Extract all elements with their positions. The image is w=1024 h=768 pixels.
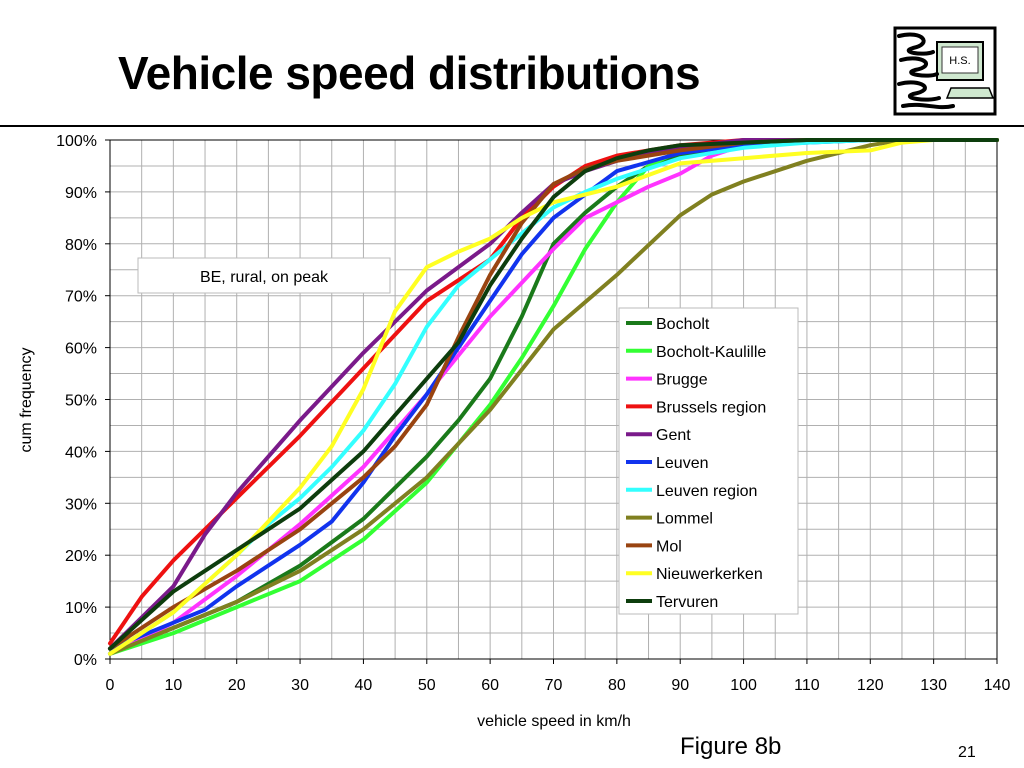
slide-title: Vehicle speed distributions [118, 47, 701, 99]
x-tick-label: 70 [545, 677, 563, 694]
grid [110, 140, 997, 659]
x-tick-label: 90 [671, 677, 689, 694]
legend-label-brugge: Brugge [656, 372, 708, 389]
series-line-leuven-region [108, 138, 999, 656]
x-tick-label: 20 [228, 677, 246, 694]
y-tick-label: 100% [56, 133, 97, 150]
y-tick-label: 50% [65, 393, 97, 410]
title-divider [0, 125, 1024, 127]
legend-label-lommel: Lommel [656, 511, 713, 528]
x-tick-label: 40 [355, 677, 373, 694]
annotation-text: BE, rural, on peak [200, 269, 329, 286]
y-tick-label: 40% [65, 444, 97, 461]
hs-logo: H.S. [893, 26, 997, 116]
legend-label-leuven: Leuven [656, 455, 709, 472]
y-axis-label: cum frequency [18, 348, 35, 453]
legend-label-gent: Gent [656, 427, 691, 444]
series-line-tervuren [108, 138, 999, 651]
figure-caption: Figure 8b [680, 733, 782, 760]
legend-label-mol: Mol [656, 538, 682, 555]
y-tick-label: 90% [65, 185, 97, 202]
series-line-lommel [108, 138, 999, 656]
x-tick-label: 50 [418, 677, 436, 694]
x-tick-label: 110 [794, 677, 820, 694]
legend-label-bocholt-kaulille: Bocholt-Kaulille [656, 344, 766, 361]
x-tick-label: 80 [608, 677, 626, 694]
legend-label-nieuwerkerken: Nieuwerkerken [656, 566, 763, 583]
legend-label-leuven-region: Leuven region [656, 483, 757, 500]
x-tick-label: 130 [920, 677, 947, 694]
y-tick-label: 80% [65, 237, 97, 254]
y-tick-label: 0% [74, 652, 97, 669]
x-axis-label: vehicle speed in km/h [477, 713, 631, 730]
x-tick-label: 10 [164, 677, 182, 694]
legend-label-tervuren: Tervuren [656, 594, 718, 611]
x-tick-label: 100 [730, 677, 757, 694]
y-tick-label: 30% [65, 496, 97, 513]
legend-label-brussels-region: Brussels region [656, 399, 766, 416]
page-number: 21 [958, 744, 976, 761]
x-tick-label: 60 [481, 677, 499, 694]
x-tick-label: 120 [857, 677, 884, 694]
x-tick-label: 0 [106, 677, 115, 694]
annotation-box: BE, rural, on peak [137, 257, 391, 294]
x-tick-label: 140 [984, 677, 1011, 694]
y-tick-label: 70% [65, 289, 97, 306]
y-tick-label: 60% [65, 341, 97, 358]
logo-text: H.S. [949, 55, 970, 67]
speed-distribution-chart: 0 10 20 30 40 50 60 70 80 90 100 110 120 130 140 0% 10% 2… [18, 133, 1010, 730]
y-tick-label: 10% [65, 600, 97, 617]
legend: Bocholt Bocholt-Kaulille Brugge Brussels re… [618, 307, 799, 615]
x-tick-label: 30 [291, 677, 309, 694]
legend-label-bocholt: Bocholt [656, 316, 710, 333]
series-lines [108, 138, 999, 656]
y-tick-label: 20% [65, 548, 97, 565]
series-line-nieuwerkerken [108, 138, 999, 656]
axis-ticks: 0 10 20 30 40 50 60 70 80 90 100 110 120 130 140 0% 10% 2… [56, 133, 1010, 694]
